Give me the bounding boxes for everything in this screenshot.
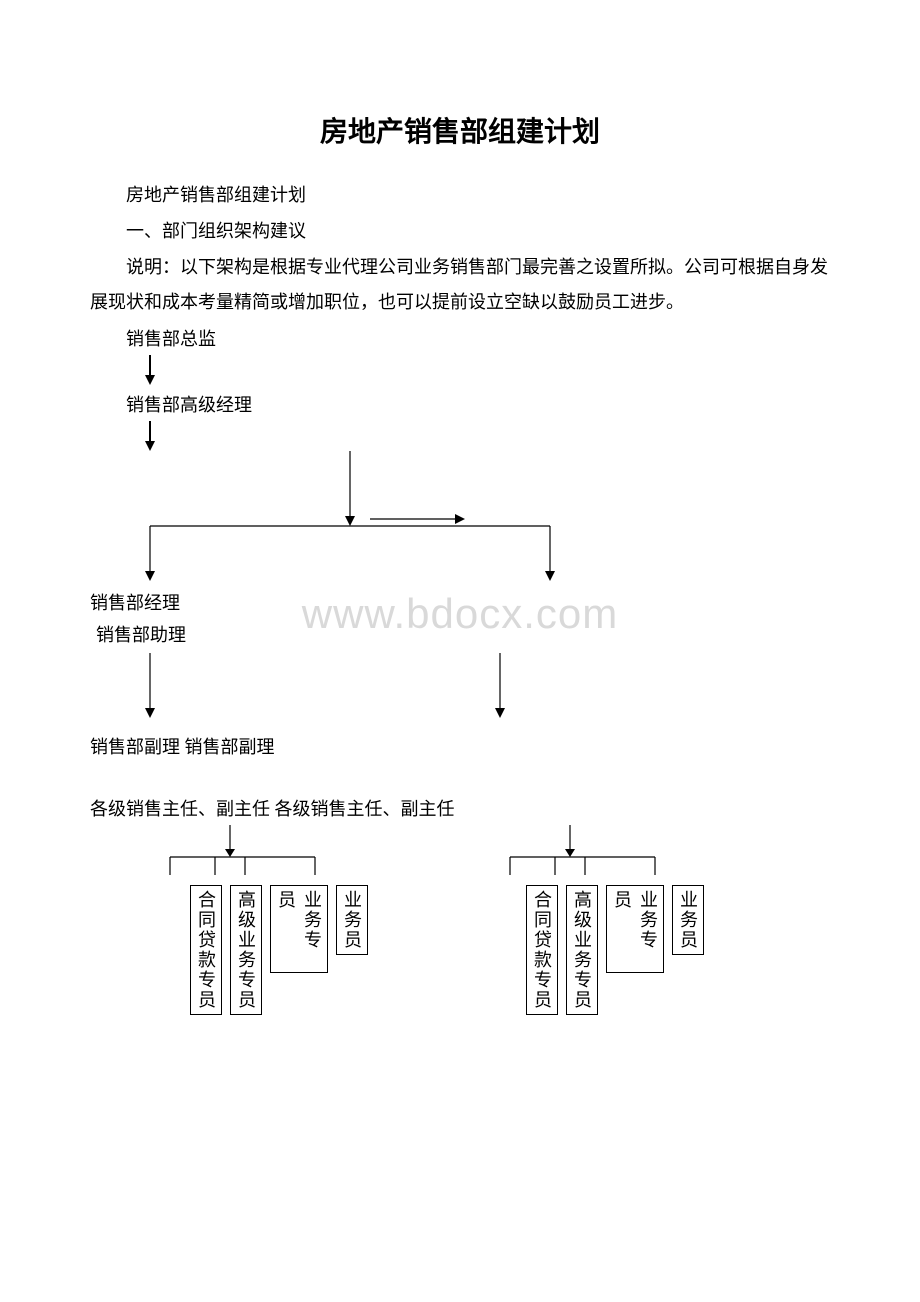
node-director: 销售部总监	[90, 325, 830, 351]
node-senior-manager: 销售部高级经理	[90, 391, 830, 417]
role-box: 高级业务专员	[566, 885, 598, 1015]
role-box: 合同贷款专员	[526, 885, 558, 1015]
node-assistant: 销售部助理	[96, 621, 830, 647]
description: 说明：以下架构是根据专业代理公司业务销售部门最完善之设置所拟。公司可根据自身发展…	[90, 250, 830, 318]
role-box-group-right: 合同贷款专员 高级业务专员 业务专员 业务员	[526, 885, 704, 1015]
node-supervisors: 各级销售主任、副主任 各级销售主任、副主任	[90, 795, 830, 821]
arrow-icon	[142, 355, 830, 385]
node-deputy: 销售部副理 销售部副理	[90, 733, 830, 759]
branch-connector	[120, 451, 640, 581]
role-box: 业务专员	[270, 885, 328, 973]
role-box: 业务专员	[606, 885, 664, 973]
page-title: 房地产销售部组建计划	[90, 110, 830, 150]
role-box: 业务员	[672, 885, 704, 955]
org-chart: 销售部总监 销售部高级经理 销售部经理 销售部助理	[90, 325, 830, 1015]
arrow-icon	[142, 421, 830, 451]
node-manager: 销售部经理	[90, 589, 830, 615]
rake-connectors	[160, 825, 860, 885]
role-box: 业务员	[336, 885, 368, 955]
role-box: 高级业务专员	[230, 885, 262, 1015]
role-box: 合同贷款专员	[190, 885, 222, 1015]
arrows-pair	[120, 653, 640, 723]
section-heading: 一、部门组织架构建议	[90, 214, 830, 248]
subtitle: 房地产销售部组建计划	[90, 178, 830, 212]
role-box-group-left: 合同贷款专员 高级业务专员 业务专员 业务员	[190, 885, 368, 1015]
